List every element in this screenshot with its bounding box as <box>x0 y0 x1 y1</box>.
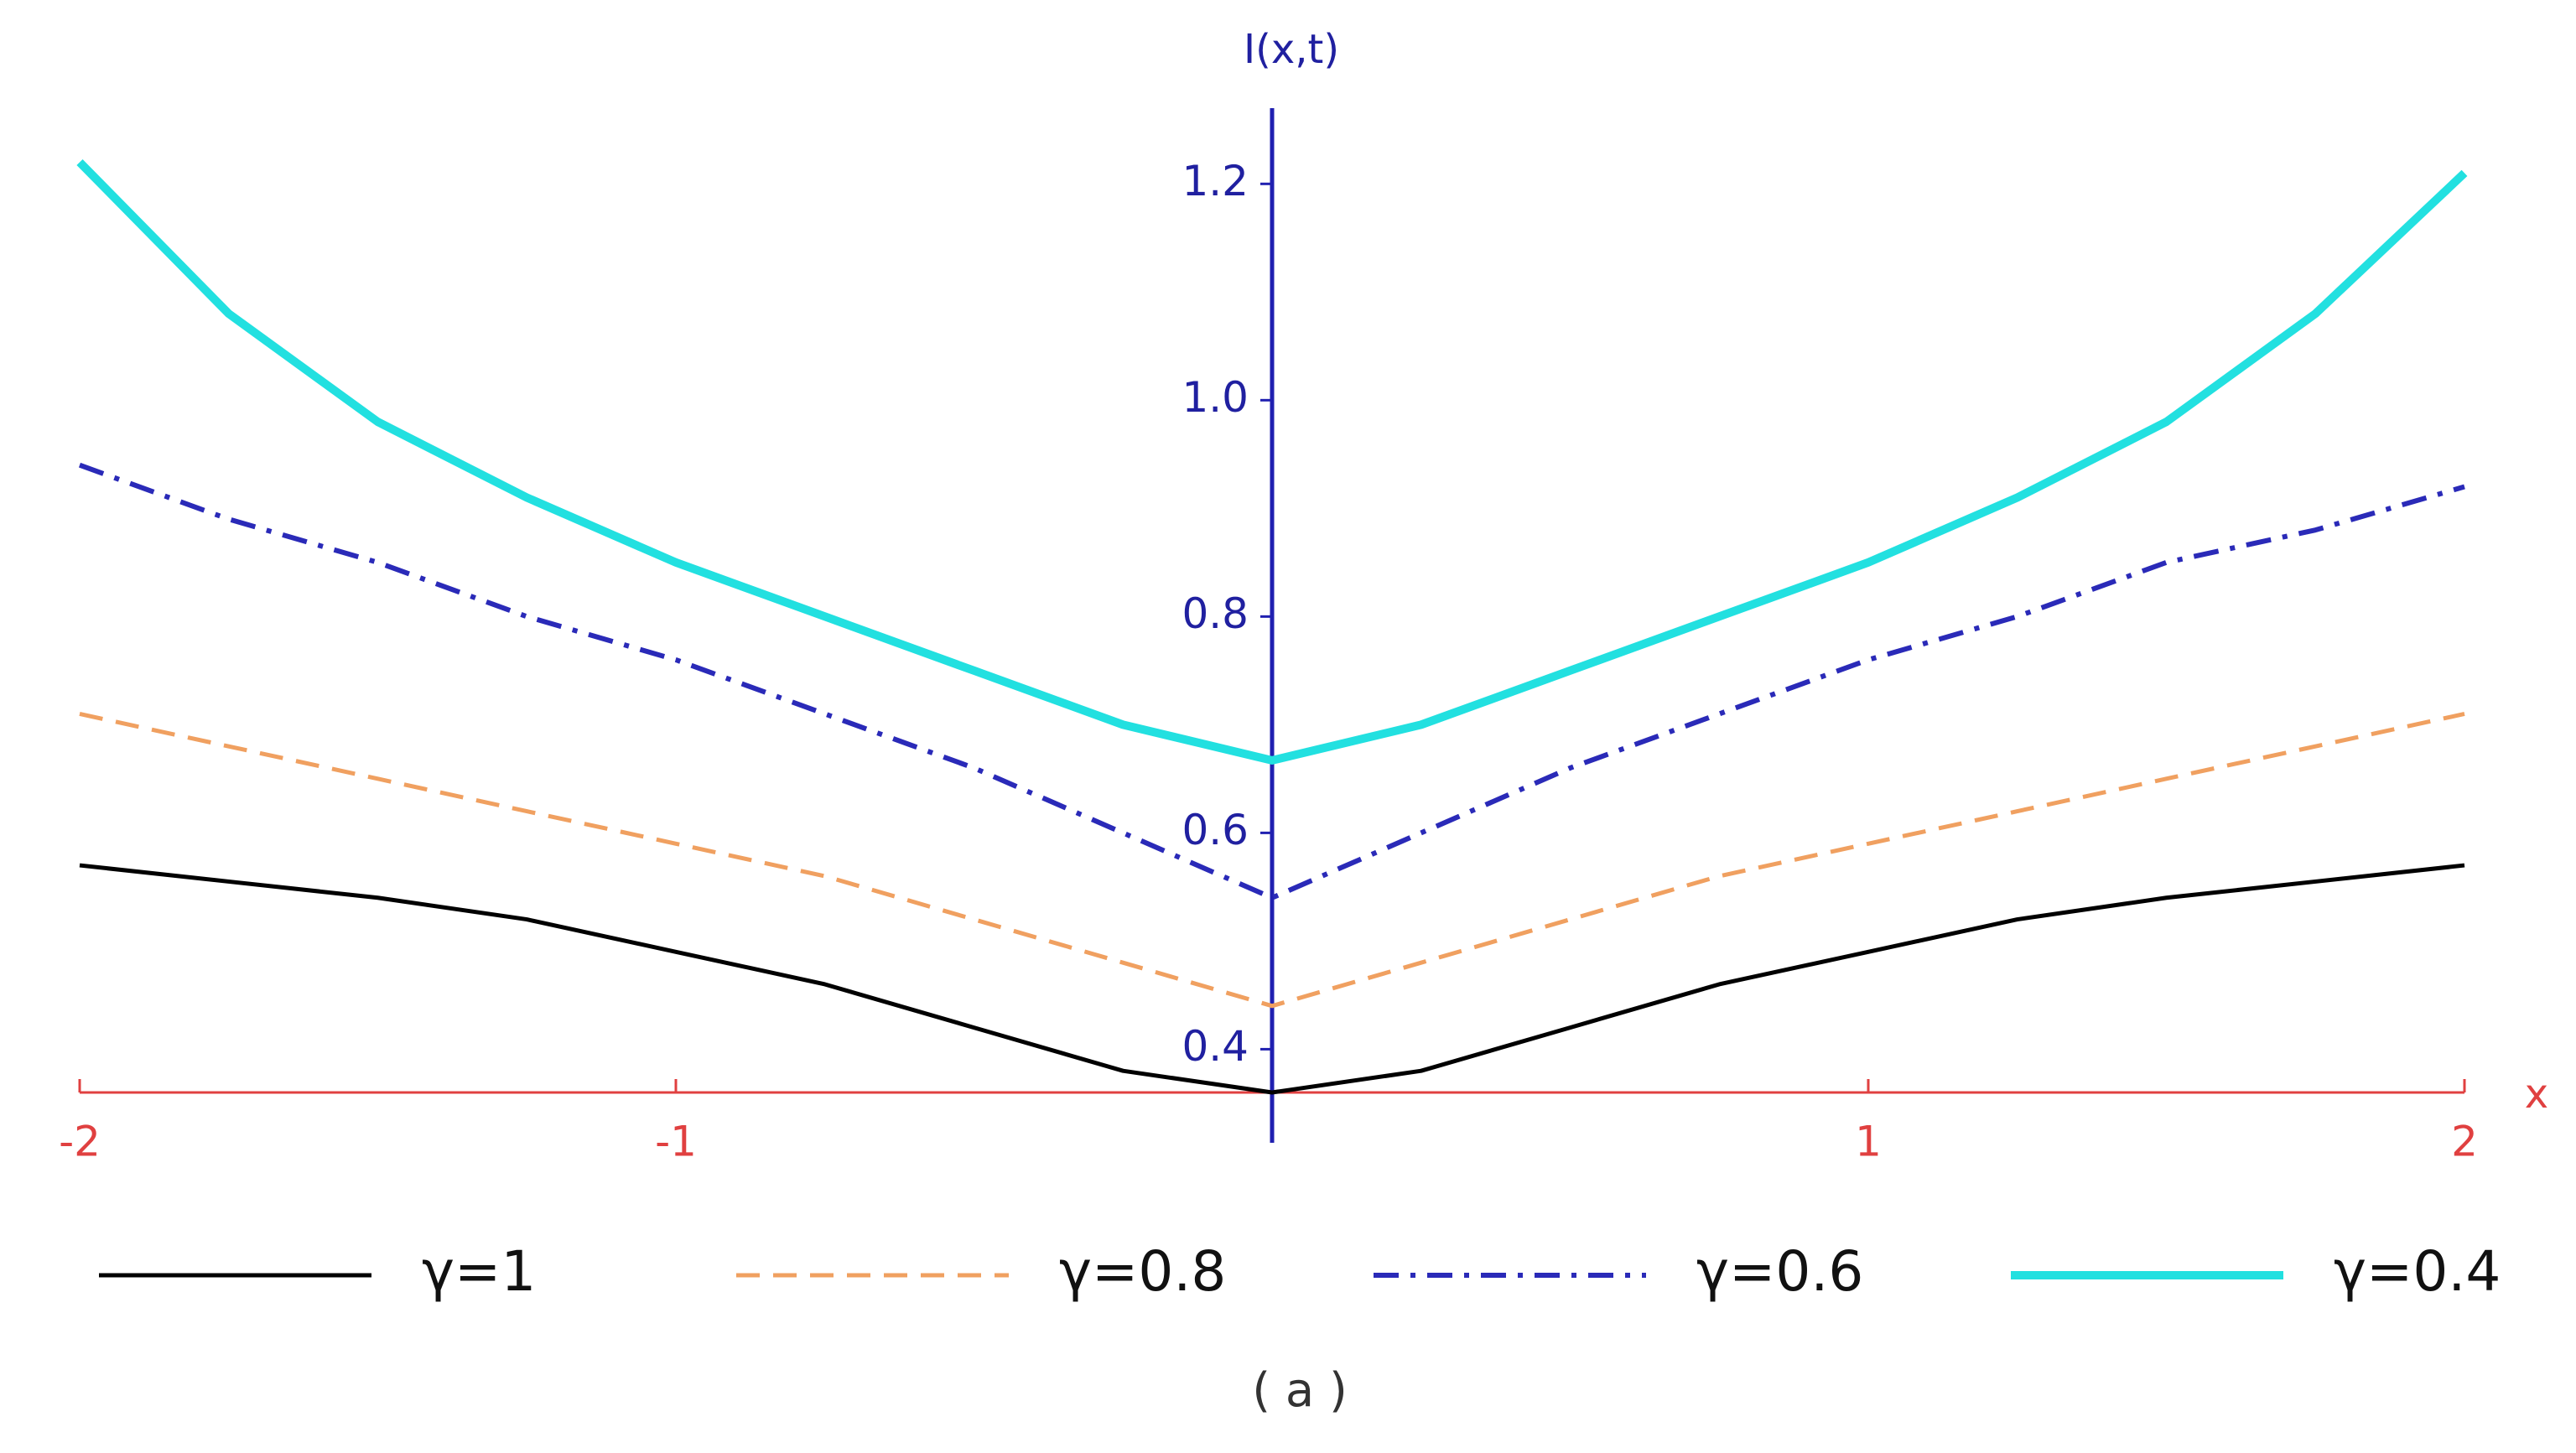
legend-label: γ=0.8 <box>1059 1239 1226 1304</box>
y-tick-label: 1.2 <box>1182 157 1249 205</box>
series-line <box>76 158 2468 765</box>
series-line <box>79 863 2465 1095</box>
caption: ( a ) <box>1252 1363 1348 1418</box>
x-axis-label: x <box>2525 1071 2548 1118</box>
series-line <box>79 712 2465 1009</box>
legend-label: γ=0.4 <box>2334 1239 2501 1304</box>
x-tick-label: 2 <box>2451 1118 2478 1166</box>
legend-label: γ=1 <box>422 1239 536 1304</box>
x-tick-label: -2 <box>59 1118 101 1166</box>
x-tick-label: 1 <box>1855 1118 1882 1166</box>
legend-label: γ=0.6 <box>1696 1239 1863 1304</box>
y-tick-label: 0.6 <box>1182 806 1249 854</box>
y-tick-label: 0.8 <box>1182 589 1249 638</box>
y-tick-label: 1.0 <box>1182 373 1249 422</box>
y-tick-label: 0.4 <box>1182 1022 1249 1071</box>
y-axis-label: I(x,t) <box>1244 26 1339 73</box>
x-tick-label: -1 <box>655 1118 697 1166</box>
